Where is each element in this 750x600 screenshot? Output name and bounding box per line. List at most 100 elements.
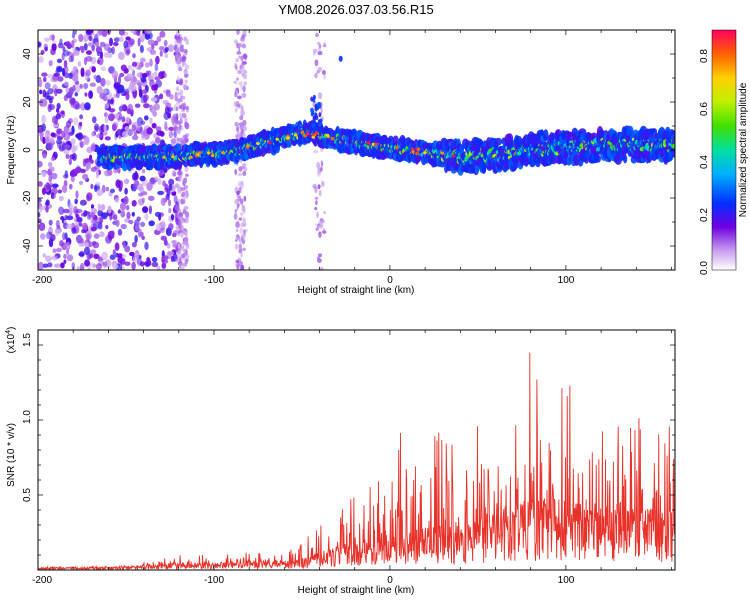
spectrogram-cell xyxy=(173,131,177,139)
spectrogram-cell xyxy=(242,73,248,80)
spectrogram-cell xyxy=(317,47,322,51)
spectrogram-cell xyxy=(128,38,135,46)
spectrogram-cell xyxy=(178,105,182,109)
spectrogram-cell xyxy=(241,204,245,208)
spectrogram-cell xyxy=(240,251,243,258)
spectrogram-cell xyxy=(179,112,183,120)
spectrogram-cell xyxy=(65,241,71,251)
spectrogram-cell xyxy=(56,224,61,230)
spectrogram-cell xyxy=(117,253,123,258)
spectrogram-cell xyxy=(180,46,185,53)
spectrogram-cell xyxy=(60,262,65,269)
spectrogram-cell xyxy=(42,136,46,145)
spectrogram-cell xyxy=(63,125,70,133)
spectrogram-cell xyxy=(293,133,298,137)
spectrogram-cell xyxy=(242,85,246,93)
spectrogram-cell xyxy=(234,107,238,113)
spectrogram-cell xyxy=(73,117,79,126)
spectrogram-cell xyxy=(165,89,171,97)
spectrogram-cell xyxy=(96,86,103,94)
spectrogram-cell xyxy=(78,222,83,227)
spectrogram-cell xyxy=(122,131,129,138)
spectrogram-cell xyxy=(149,58,153,67)
spectrogram-cell xyxy=(177,198,181,205)
spectrogram-cell xyxy=(168,126,174,131)
spectrogram-cell xyxy=(189,155,193,159)
spectrogram-cell xyxy=(164,53,169,59)
spectrogram-cell xyxy=(170,213,175,221)
spectrogram-cell xyxy=(126,49,130,55)
spectrogram-cell xyxy=(136,117,143,126)
spectrogram-cell xyxy=(95,263,102,270)
spectrogram-cell xyxy=(118,36,124,42)
spectrogram-cell xyxy=(84,92,88,97)
spectrogram-cell xyxy=(111,123,117,132)
spectrogram-cell xyxy=(123,67,129,74)
spectrogram-cell xyxy=(172,172,177,177)
spectrogram-cell xyxy=(181,253,186,259)
spectrogram-cell xyxy=(176,86,179,92)
spectrogram-cell xyxy=(62,46,66,53)
spectrogram-cell xyxy=(134,253,140,260)
spectrogram-cell xyxy=(321,219,325,224)
spectrogram-cell xyxy=(317,170,322,177)
spectrogram-cell xyxy=(105,102,110,109)
spectrogram-cell xyxy=(107,205,112,214)
spectrogram-cell xyxy=(92,241,100,249)
spectrogram-cell xyxy=(118,180,124,190)
spectrogram-cell xyxy=(235,228,239,233)
top-ytick-label: 20 xyxy=(22,96,33,108)
spectrogram-cell xyxy=(316,162,321,169)
spectrogram-cell xyxy=(177,60,182,64)
spectrogram-cell xyxy=(104,116,109,124)
spectrogram-cell xyxy=(50,172,58,180)
spectrogram-cell xyxy=(221,151,225,155)
spectrogram-cell xyxy=(236,206,239,211)
spectrogram-cell xyxy=(90,249,97,255)
spectrogram-cell xyxy=(137,64,142,71)
spectrogram-cell xyxy=(176,120,181,125)
spectrogram-cell xyxy=(95,182,101,186)
colorbar-tick-label: 0.8 xyxy=(699,49,710,63)
spectrogram-cell xyxy=(325,133,330,137)
spectrogram-cell xyxy=(196,153,200,157)
spectrogram-cell xyxy=(167,44,175,52)
spectrogram-cell xyxy=(102,88,107,94)
spectrogram-cell xyxy=(72,38,77,43)
spectrogram-cell xyxy=(316,41,321,46)
spectrogram-cell xyxy=(79,180,83,186)
spectrogram-cell xyxy=(160,221,165,229)
spectrogram-cell xyxy=(178,78,184,86)
spectrogram-cell xyxy=(235,237,239,241)
spectrogram-cell xyxy=(159,93,164,100)
spectrogram-cell xyxy=(157,190,165,195)
spectrogram-cell xyxy=(64,72,70,79)
spectrogram-cell xyxy=(320,160,323,166)
spectrogram-cell xyxy=(314,223,317,227)
spectrogram-cell xyxy=(234,168,237,176)
spectrogram-cell xyxy=(38,78,43,88)
spectrogram-cell xyxy=(69,97,76,106)
spectrogram-cell xyxy=(236,51,242,55)
top-yaxis-label: Frequency (Hz) xyxy=(6,116,17,185)
spectrogram-cell xyxy=(52,40,57,45)
spectrogram-cell xyxy=(138,89,143,98)
spectrogram-cell xyxy=(161,255,169,261)
spectrogram-cell xyxy=(146,127,153,135)
spectrogram-cell xyxy=(44,130,51,140)
spectrogram-cell xyxy=(110,99,114,105)
spectrogram-cell xyxy=(158,46,165,51)
spectrogram-cell xyxy=(183,184,189,190)
spectrogram-cell xyxy=(312,127,316,133)
spectrogram-cell xyxy=(46,142,54,151)
spectrogram-cell xyxy=(79,114,83,120)
spectrogram-cell xyxy=(234,199,239,205)
colorbar: 0.0 0.2 0.4 0.6 0.8 Normalized spectral … xyxy=(699,29,749,275)
spectrogram-cell xyxy=(45,205,49,213)
spectrogram-cell xyxy=(177,249,182,254)
spectrogram-cell xyxy=(321,180,325,188)
spectrogram-cell xyxy=(56,102,61,110)
spectrogram-cell xyxy=(185,105,189,110)
spectrogram-cell xyxy=(155,223,162,231)
spectrogram-cell xyxy=(88,211,92,218)
